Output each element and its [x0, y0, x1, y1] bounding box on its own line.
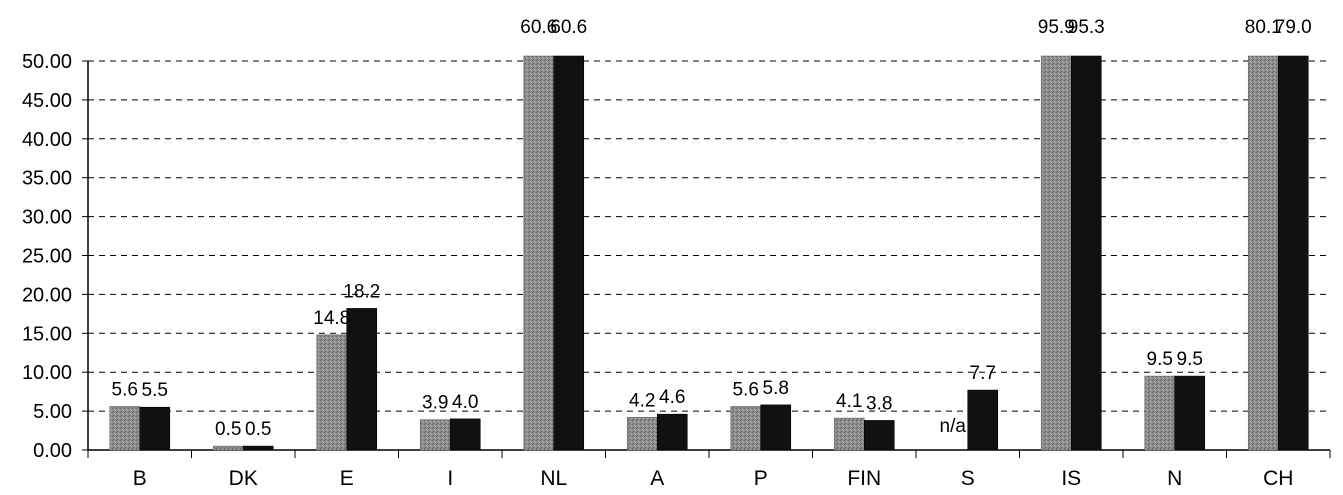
data-label-B-series-2: 5.5	[142, 380, 168, 401]
data-label-CH-series-1: 80.1	[1245, 17, 1282, 38]
data-label-A-series-1: 4.2	[629, 390, 655, 411]
x-tick-label: S	[961, 467, 975, 490]
x-tick-label: DK	[229, 467, 258, 490]
bar-E-series-1	[316, 334, 348, 451]
data-label-A-series-2: 4.6	[659, 387, 685, 408]
data-label-IS-series-2: 95.3	[1068, 17, 1105, 38]
data-label-DK-series-2: 0.5	[245, 419, 271, 440]
data-label-NL-series-2: 60.6	[550, 17, 587, 38]
y-tick-label: 10.00	[22, 362, 72, 384]
y-tick-label: 15.00	[22, 323, 72, 345]
x-tick-label: P	[754, 467, 768, 490]
data-label-E-series-2: 18.2	[343, 281, 380, 302]
x-tick-label: IS	[1061, 467, 1081, 490]
data-label-NL-series-1: 60.6	[520, 17, 557, 38]
data-label-S-series-2: 7.7	[970, 363, 996, 384]
bar-NL-series-2	[553, 55, 585, 451]
data-label-P-series-2: 5.8	[763, 378, 789, 399]
y-tick-label: 45.00	[22, 90, 72, 112]
x-tick-label: B	[133, 467, 147, 490]
x-tick-label: CH	[1263, 467, 1293, 490]
x-tick-label: A	[650, 467, 664, 490]
y-tick-label: 20.00	[22, 284, 72, 306]
bar-B-series-1	[109, 406, 141, 451]
data-label-I-series-1: 3.9	[422, 393, 448, 414]
bar-A-series-2	[656, 413, 688, 451]
data-label-N-series-2: 9.5	[1177, 349, 1203, 370]
bar-DK-series-2	[242, 445, 274, 451]
x-tick-label: E	[340, 467, 354, 490]
data-labels: 5.6 5.50.5 0.514.818.23.9 4.060.660.64.2 4.6…	[112, 17, 1312, 440]
gridlines	[88, 60, 1330, 412]
y-tick-label: 35.00	[22, 168, 72, 190]
x-tick-label: NL	[540, 467, 567, 490]
y-tick-label: 40.00	[22, 129, 72, 151]
bar-N-series-2	[1174, 375, 1206, 451]
bar-E-series-2	[346, 308, 378, 451]
data-label-I-series-2: 4.0	[452, 392, 478, 413]
y-tick-label: 5.00	[33, 401, 72, 423]
bar-I-series-1	[419, 419, 451, 451]
bar-CH-series-1	[1247, 55, 1279, 451]
data-label-S-series-1: n/a	[940, 416, 967, 437]
bar-DK-series-1	[212, 445, 244, 451]
y-tick-label: 25.00	[22, 246, 72, 268]
data-label-P-series-1: 5.6	[733, 379, 759, 400]
y-tick-label: 50.00	[22, 51, 72, 73]
data-label-N-series-1: 9.5	[1147, 349, 1173, 370]
bar-N-series-1	[1144, 375, 1176, 451]
data-label-B-series-1: 5.6	[112, 379, 138, 400]
bar-FIN-series-1	[833, 417, 865, 451]
y-tick-label: 30.00	[22, 207, 72, 229]
bar-NL-series-1	[523, 55, 555, 451]
data-label-E-series-1: 14.8	[313, 308, 350, 329]
bar-P-series-1	[730, 406, 762, 451]
bar-S-series-2	[967, 389, 999, 451]
y-tick-label: 0.00	[33, 440, 72, 462]
bar-I-series-2	[449, 418, 481, 451]
data-label-FIN-series-2: 3.8	[866, 393, 892, 414]
data-label-CH-series-2: 79.0	[1275, 17, 1312, 38]
axes: 0.00 5.00 10.00 15.00 20.00 25.00 30.00 35.00 40…	[22, 51, 1331, 490]
x-tick-label: FIN	[847, 467, 881, 490]
bar-IS-series-2	[1070, 55, 1102, 451]
bar-CH-series-2	[1277, 55, 1309, 451]
bar-P-series-2	[760, 404, 792, 451]
bar-IS-series-1	[1040, 55, 1072, 451]
bar-A-series-1	[626, 417, 658, 451]
x-tick-label: N	[1167, 467, 1182, 490]
data-label-IS-series-1: 95.9	[1038, 17, 1075, 38]
x-tick-label: I	[447, 467, 453, 490]
bars	[109, 55, 1309, 451]
data-label-DK-series-1: 0.5	[215, 419, 241, 440]
bar-FIN-series-2	[863, 420, 895, 451]
bar-B-series-2	[139, 406, 171, 451]
data-label-FIN-series-1: 4.1	[836, 391, 862, 412]
